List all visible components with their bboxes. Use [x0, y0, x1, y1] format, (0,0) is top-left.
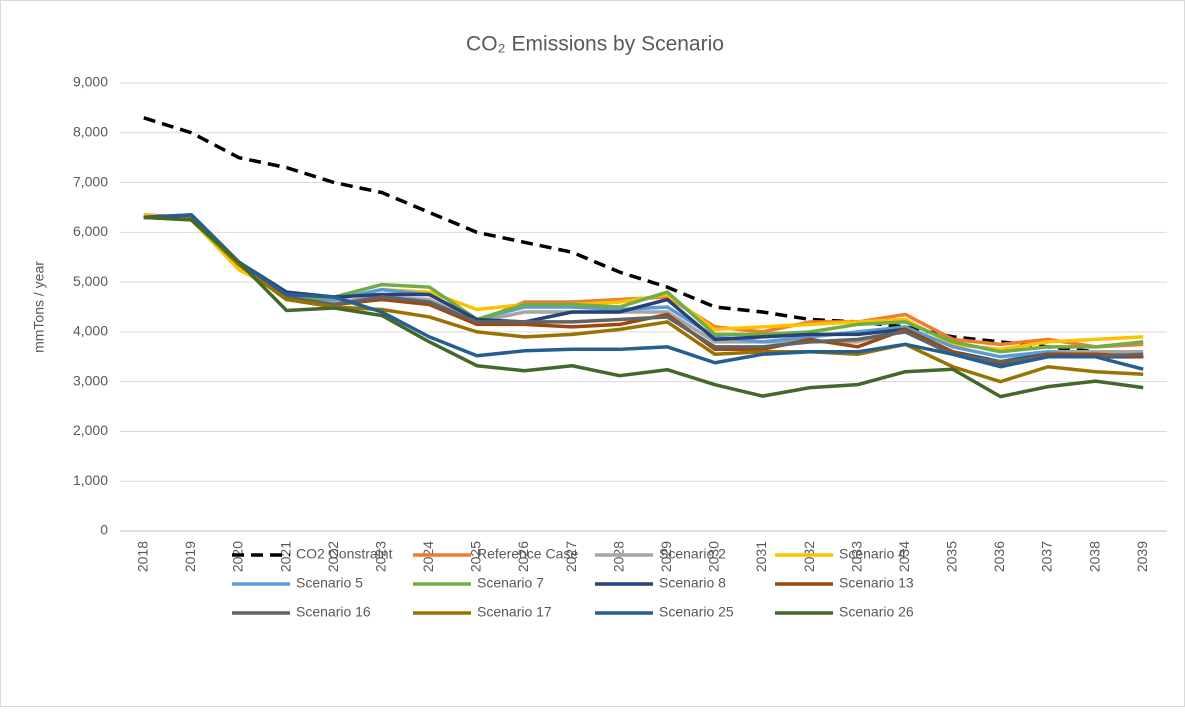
- legend-label: Scenario 8: [659, 575, 726, 591]
- y-tick-label: 9,000: [73, 74, 108, 90]
- legend-label: Scenario 26: [839, 604, 914, 620]
- x-tick-label: 2027: [563, 541, 579, 572]
- y-tick-label: 6,000: [73, 223, 108, 239]
- x-tick-label: 2035: [944, 541, 960, 572]
- series-line: [143, 213, 1144, 371]
- y-tick-label: 4,000: [73, 323, 108, 339]
- legend-label: Scenario 25: [659, 604, 734, 620]
- y-tick-label: 8,000: [73, 123, 108, 139]
- x-tick-label: 2031: [753, 541, 769, 572]
- series-line: [143, 215, 1144, 364]
- series-line: [143, 215, 1144, 354]
- legend-label: CO2 Constraint: [296, 546, 393, 562]
- x-tick-label: 2038: [1086, 541, 1102, 572]
- y-axis-label: mmTons / year: [31, 261, 47, 353]
- y-tick-label: 7,000: [73, 173, 108, 189]
- legend-label: Reference Case: [477, 546, 578, 562]
- y-tick-label: 1,000: [73, 472, 108, 488]
- x-tick-label: 2036: [991, 541, 1007, 572]
- x-tick-label: 2029: [658, 541, 674, 572]
- series-line: [143, 215, 1144, 399]
- chart-title: CO₂ Emissions by Scenario: [466, 33, 724, 56]
- legend-label: Scenario 13: [839, 575, 914, 591]
- y-tick-label: 5,000: [73, 273, 108, 289]
- legend-label: Scenario 7: [477, 575, 544, 591]
- x-tick-label: 2026: [515, 541, 531, 572]
- x-tick-label: 2034: [896, 541, 912, 572]
- x-tick-label: 2025: [468, 541, 484, 572]
- legend-label: Scenario 2: [659, 546, 726, 562]
- x-tick-label: 2039: [1134, 541, 1150, 572]
- x-tick-label: 2030: [706, 541, 722, 572]
- legend-label: Scenario 17: [477, 604, 552, 620]
- series-line: [143, 215, 1144, 384]
- x-tick-label: 2022: [325, 541, 341, 572]
- x-tick-label: 2033: [848, 541, 864, 572]
- legend-label: Scenario 16: [296, 604, 371, 620]
- x-tick-label: 2037: [1039, 541, 1055, 572]
- legend-label: Scenario 5: [296, 575, 363, 591]
- x-tick-label: 2018: [134, 541, 150, 572]
- series-line: [143, 116, 1144, 359]
- legend-label: Scenario 4: [839, 546, 906, 562]
- y-tick-label: 0: [100, 522, 108, 538]
- y-tick-label: 2,000: [73, 422, 108, 438]
- y-tick-label: 3,000: [73, 372, 108, 388]
- x-tick-label: 2021: [277, 541, 293, 572]
- x-tick-label: 2023: [372, 541, 388, 572]
- x-tick-label: 2019: [182, 541, 198, 572]
